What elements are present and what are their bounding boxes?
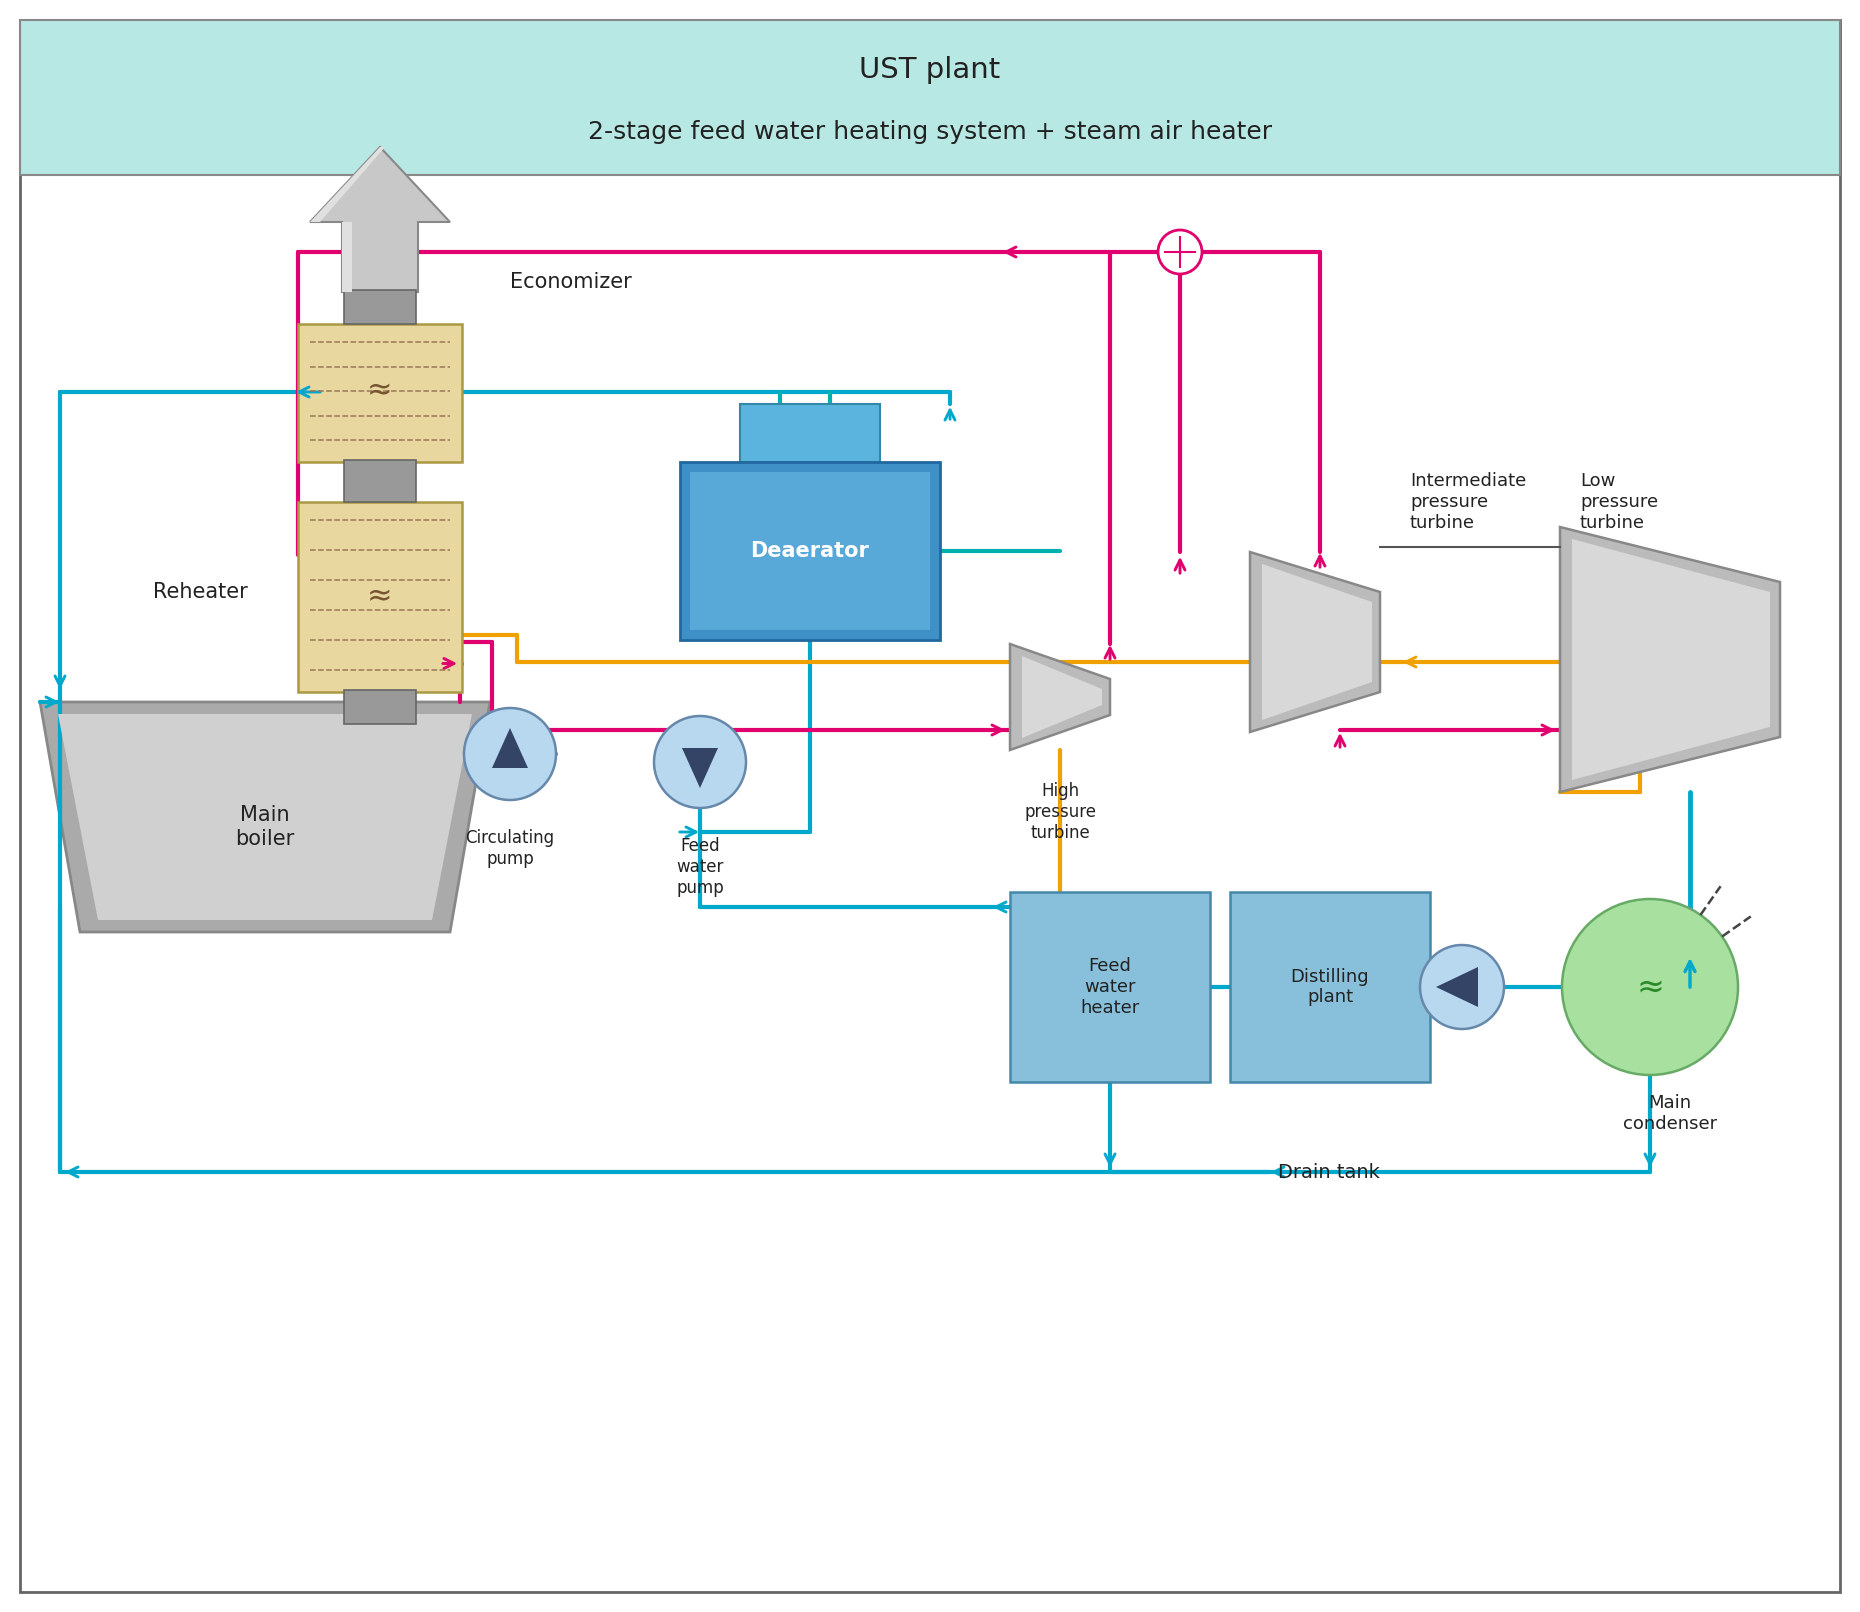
FancyBboxPatch shape <box>1229 891 1430 1082</box>
FancyBboxPatch shape <box>690 472 930 630</box>
Text: Reheater: Reheater <box>153 582 247 601</box>
FancyBboxPatch shape <box>344 459 417 501</box>
Text: Economizer: Economizer <box>510 272 632 292</box>
Polygon shape <box>1572 538 1771 780</box>
Polygon shape <box>493 729 528 767</box>
Polygon shape <box>1561 527 1780 791</box>
Circle shape <box>1419 945 1505 1028</box>
FancyBboxPatch shape <box>681 463 939 640</box>
FancyBboxPatch shape <box>740 405 880 463</box>
FancyBboxPatch shape <box>1010 891 1211 1082</box>
Polygon shape <box>1436 967 1479 1008</box>
Text: Drain tank: Drain tank <box>1278 1162 1380 1182</box>
Text: Feed
water
pump: Feed water pump <box>677 837 724 896</box>
Circle shape <box>655 716 746 808</box>
Polygon shape <box>1021 656 1101 738</box>
FancyBboxPatch shape <box>20 19 1840 176</box>
Text: Circulating
pump: Circulating pump <box>465 829 554 867</box>
Text: Feed
water
heater: Feed water heater <box>1081 958 1140 1017</box>
Text: High
pressure
turbine: High pressure turbine <box>1025 782 1096 841</box>
Text: ≈: ≈ <box>366 376 392 405</box>
Text: Intermediate
pressure
turbine: Intermediate pressure turbine <box>1410 472 1527 532</box>
Polygon shape <box>58 714 472 920</box>
Text: Low
pressure
turbine: Low pressure turbine <box>1579 472 1657 532</box>
Text: ≈: ≈ <box>1637 970 1665 1004</box>
FancyBboxPatch shape <box>298 501 461 692</box>
Polygon shape <box>683 748 718 788</box>
Polygon shape <box>41 701 489 932</box>
FancyBboxPatch shape <box>344 290 417 324</box>
Text: Distilling
plant: Distilling plant <box>1291 967 1369 1006</box>
Text: 2-stage feed water heating system + steam air heater: 2-stage feed water heating system + stea… <box>588 119 1272 143</box>
Text: Deaerator: Deaerator <box>751 542 869 561</box>
FancyBboxPatch shape <box>20 19 1840 1593</box>
Circle shape <box>463 708 556 800</box>
Polygon shape <box>1010 645 1110 750</box>
Text: ≈: ≈ <box>366 582 392 611</box>
Polygon shape <box>311 147 385 292</box>
Text: Main
condenser: Main condenser <box>1624 1095 1717 1133</box>
Circle shape <box>1159 231 1202 274</box>
FancyBboxPatch shape <box>298 324 461 463</box>
Circle shape <box>1562 899 1737 1075</box>
Text: Main
boiler: Main boiler <box>236 806 294 848</box>
Polygon shape <box>1261 564 1373 721</box>
Text: UST plant: UST plant <box>859 55 1001 84</box>
Polygon shape <box>311 147 450 292</box>
Polygon shape <box>1250 551 1380 732</box>
FancyBboxPatch shape <box>344 690 417 724</box>
